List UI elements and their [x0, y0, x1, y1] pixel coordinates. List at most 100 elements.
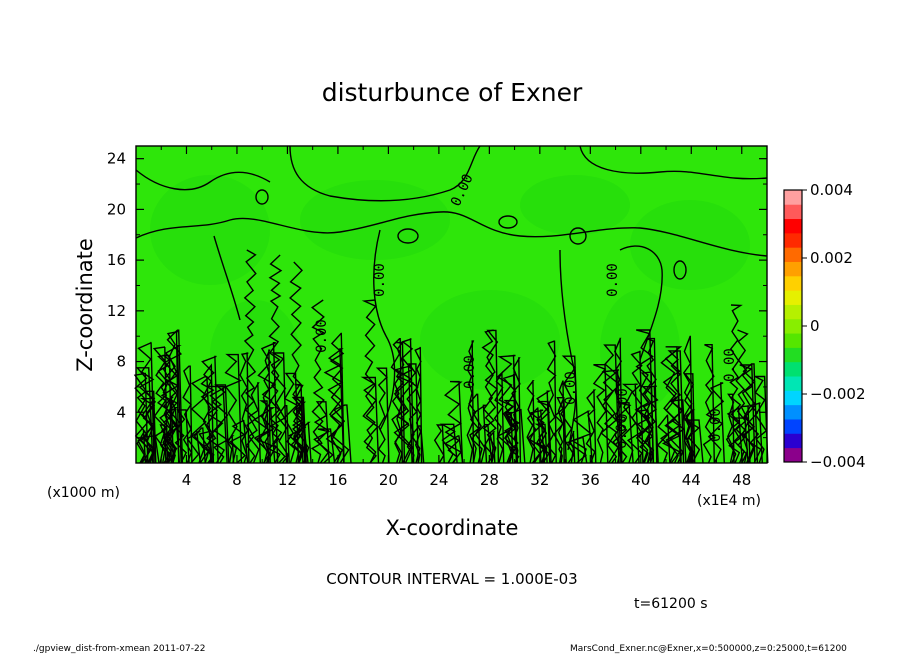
contour-line	[133, 372, 149, 464]
contour-line	[267, 254, 283, 464]
field-patch	[420, 290, 560, 390]
contour-label: 0.00	[563, 371, 579, 405]
contour-line	[553, 397, 567, 464]
contour-line	[470, 404, 488, 464]
colorbar-tick-label: −0.004	[810, 453, 866, 471]
x-axis-title: X-coordinate	[386, 516, 519, 540]
x-tick-label: 28	[480, 471, 499, 489]
contour-line	[139, 397, 157, 464]
time-label: t=61200 s	[634, 596, 708, 612]
contour-line	[504, 411, 514, 464]
x-tick-label: 8	[232, 471, 242, 489]
contour-line	[705, 382, 725, 464]
contour-line	[291, 401, 307, 464]
contour-label: 0.00	[708, 408, 724, 442]
colorbar-tick-label: 0	[810, 317, 820, 335]
x-tick-label: 40	[631, 471, 650, 489]
contour-line	[373, 229, 396, 431]
contour-line	[702, 344, 715, 464]
colorbar-swatch	[784, 275, 802, 291]
colorbar-swatch	[784, 433, 802, 449]
field-patches	[150, 175, 750, 460]
contour-line	[682, 419, 704, 464]
contour-line	[243, 249, 257, 464]
contour-line	[406, 363, 419, 464]
contour-line	[634, 329, 654, 464]
x-tick-label: 44	[682, 471, 701, 489]
contour-line	[247, 382, 261, 464]
contour-line	[310, 299, 325, 464]
contour-line	[511, 357, 522, 464]
field-background	[136, 146, 767, 463]
contour-line	[534, 423, 548, 464]
colorbar-swatch	[784, 204, 802, 220]
contour-line	[144, 390, 157, 464]
contour-line	[156, 354, 172, 464]
contour-label: 0.00	[462, 355, 478, 389]
contour-line	[620, 383, 640, 464]
contour-line	[186, 431, 202, 464]
contour-line	[685, 419, 694, 464]
footer-right-note: MarsCond_Exner.nc@Exner,x=0:500000,z=0:2…	[570, 644, 847, 654]
colorbar-swatch	[784, 447, 802, 463]
y-tick-label: 8	[116, 353, 126, 371]
colorbar-swatch	[784, 318, 802, 334]
colorbar-swatch	[784, 390, 802, 406]
contour-label: 0.00	[615, 388, 631, 422]
contour-line	[526, 407, 542, 464]
field-patch	[630, 200, 750, 290]
contour-line	[331, 404, 352, 464]
colorbar-tick-label: 0.004	[810, 181, 853, 199]
colorbar-swatch	[784, 190, 802, 205]
contour-line	[601, 369, 622, 464]
y-axis: 4 8 12 16 20 24	[107, 150, 767, 439]
contour-interval-text: CONTOUR INTERVAL = 1.000E-03	[326, 570, 577, 588]
contour-line	[656, 414, 671, 464]
contour-line	[296, 421, 312, 464]
contour-line	[566, 436, 588, 464]
contour-line	[211, 384, 230, 464]
contour-line	[229, 420, 249, 464]
x-tick-label: 12	[278, 471, 297, 489]
contour-label: 0.00	[605, 263, 621, 297]
contour-line	[182, 365, 193, 464]
contour-line	[213, 235, 241, 321]
x-axis: 4 8 12 16 20 24 28 32 36 40 44 48	[160, 146, 751, 489]
contour-line	[414, 346, 423, 464]
contour-line	[474, 424, 493, 464]
colorbar-swatch	[784, 290, 802, 305]
contour-line	[557, 380, 565, 464]
contour-line	[394, 341, 406, 464]
contour-line	[283, 372, 300, 464]
contour-line	[559, 249, 577, 451]
x-tick-label: 36	[581, 471, 600, 489]
contour-line	[536, 390, 552, 464]
contour-line	[746, 402, 763, 464]
chart-title: disturbunce of Exner	[322, 78, 583, 107]
contour-line	[289, 261, 303, 464]
contour-line	[592, 364, 609, 464]
contour-line	[560, 355, 580, 464]
y-axis-title: Z-coordinate	[73, 238, 97, 372]
colorbar-swatch	[784, 361, 802, 377]
contour-line	[313, 428, 336, 464]
contour-line	[135, 211, 768, 257]
y-unit-label: (x1000 m)	[47, 485, 120, 501]
field-patch	[150, 175, 270, 285]
colorbar-swatch	[784, 347, 802, 363]
contour-line	[202, 363, 215, 464]
contour-line	[569, 430, 576, 464]
y-tick-label: 12	[107, 302, 126, 320]
colorbar: 0.004 0.002 0 −0.002 −0.004	[783, 181, 866, 471]
contour-line	[481, 329, 495, 464]
x-unit-label: (x1E4 m)	[697, 493, 761, 509]
x-tick-label: 32	[530, 471, 549, 489]
colorbar-swatch	[784, 247, 802, 262]
contour-line	[135, 169, 271, 191]
contour-line	[585, 389, 597, 464]
y-tick-label: 16	[107, 251, 126, 269]
contour-line	[626, 350, 644, 464]
colorbar-swatch	[784, 261, 802, 277]
x-tick-label: 16	[328, 471, 347, 489]
